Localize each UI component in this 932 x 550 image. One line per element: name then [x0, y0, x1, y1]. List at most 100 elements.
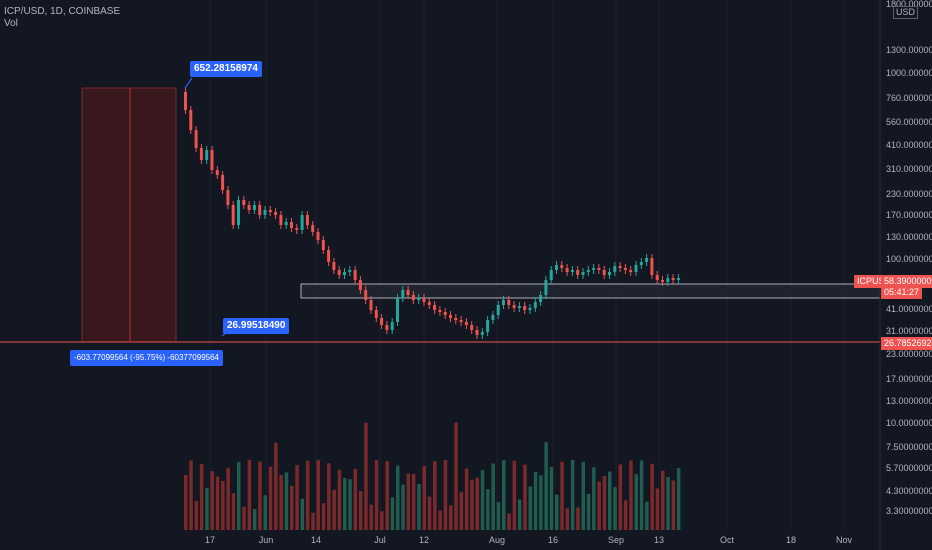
price-tick-label: 100.00000000 [886, 254, 932, 264]
volume-bar [274, 442, 278, 530]
candle-body [623, 268, 627, 270]
volume-bar [385, 461, 389, 530]
candle-body [205, 150, 209, 160]
time-tick-label: Sep [608, 535, 624, 545]
last-price-tag: 58.39000000 [881, 275, 932, 288]
candle-body [676, 278, 680, 280]
candle-body [586, 270, 590, 272]
symbol-title[interactable]: ICP/USD, 1D, COINBASE [4, 6, 121, 17]
candle-body [290, 222, 293, 228]
low-price-callout[interactable]: 26.99518490 [223, 318, 290, 334]
candle-body [517, 306, 521, 308]
price-tick-label: 310.00000000 [886, 164, 932, 174]
volume-bar [496, 502, 501, 530]
candle-body [210, 150, 214, 170]
candle-body [639, 262, 643, 265]
price-tick-label: 1300.00000000 [886, 45, 932, 55]
volume-bar [252, 509, 257, 530]
candle-body [337, 270, 341, 275]
candle-body [491, 315, 495, 320]
candle-body [512, 305, 516, 308]
candle-body [555, 265, 558, 270]
volume-bar [676, 468, 681, 530]
candle-body [480, 332, 484, 335]
volume-bar [570, 460, 575, 530]
volume-bar [358, 491, 363, 530]
candle-body [613, 266, 617, 272]
time-axis[interactable]: 17 Jun 14 Jul 12 Aug 16 Sep 13 Oct 18 Nov [205, 535, 853, 545]
price-tick-label: 3.30000000 [886, 506, 932, 516]
price-tick-label: 760.00000000 [886, 93, 932, 103]
price-tick-label: 1000.00000000 [886, 68, 932, 78]
volume-bar [438, 510, 442, 530]
candle-body [380, 318, 384, 325]
volume-bar [666, 477, 670, 530]
candle-body [549, 270, 553, 280]
volume-bar [528, 486, 532, 530]
candle-body [560, 265, 564, 268]
volume-bar [454, 422, 458, 530]
volume-bar [464, 468, 469, 530]
volume-bar [597, 481, 601, 530]
volume-bar [661, 470, 665, 530]
candle-body [570, 270, 574, 272]
time-tick-label: Oct [720, 535, 735, 545]
volume-bar [459, 491, 464, 530]
candle-body [332, 262, 336, 270]
price-tick-label: 7.50000000 [886, 442, 932, 452]
volume-bar [215, 476, 220, 530]
volume-bar [290, 485, 294, 530]
candle-body [411, 295, 415, 300]
volume-bar [517, 499, 522, 530]
candle-body [300, 215, 304, 230]
volume-bar [671, 480, 676, 530]
volume-bar [348, 479, 352, 530]
candle-body [443, 312, 447, 315]
candle-body [390, 322, 394, 330]
candle-body [311, 225, 315, 232]
candle-body [295, 228, 299, 230]
volume-bar [613, 487, 617, 530]
currency-label[interactable]: USD [892, 6, 918, 19]
candle-body [502, 300, 505, 305]
volume-bar [263, 495, 267, 530]
volume-bar [205, 487, 209, 530]
time-tick-label: Aug [489, 535, 505, 545]
candle-body [655, 275, 659, 280]
candle-body [343, 272, 346, 275]
volume-label: Vol [4, 18, 18, 29]
support-zone-rect[interactable] [300, 283, 881, 299]
price-axis[interactable]: 1800.00000000 1300.00000000 1000.00000000 7… [886, 0, 932, 516]
candle-body [449, 315, 452, 318]
candle-body [199, 148, 203, 160]
price-tick-label: 31.00000000 [886, 326, 932, 336]
candle-body [364, 290, 368, 300]
measure-result-label[interactable]: -603.77099564 (-95.75%) -60377099564 [70, 350, 224, 366]
time-tick-label: 14 [311, 535, 321, 545]
candle-body [422, 298, 426, 302]
price-tick-label: 1800.00000000 [886, 0, 932, 9]
candle-body [284, 222, 288, 225]
volume-bar [390, 497, 395, 530]
volume-bar [295, 464, 299, 530]
price-tick-label: 23.00000000 [886, 349, 932, 359]
volume-bar [475, 477, 479, 530]
candle-body [184, 92, 187, 110]
time-tick-label: 17 [205, 535, 215, 545]
high-price-callout[interactable]: 652.28158974 [190, 61, 262, 77]
price-tick-label: 410.00000000 [886, 140, 932, 150]
candle-body [592, 268, 596, 270]
price-tick-label: 230.00000000 [886, 189, 932, 199]
volume-bar [194, 500, 199, 530]
volume-bar [364, 422, 368, 530]
volume-bar [645, 501, 649, 530]
candle-body [194, 130, 198, 148]
candle-body [327, 250, 331, 262]
measure-box [81, 87, 177, 343]
volume-bar [623, 500, 628, 530]
volume-bar [433, 461, 437, 530]
volume-bar [327, 463, 331, 530]
time-tick-label: 12 [419, 535, 429, 545]
candle-body [279, 215, 283, 225]
